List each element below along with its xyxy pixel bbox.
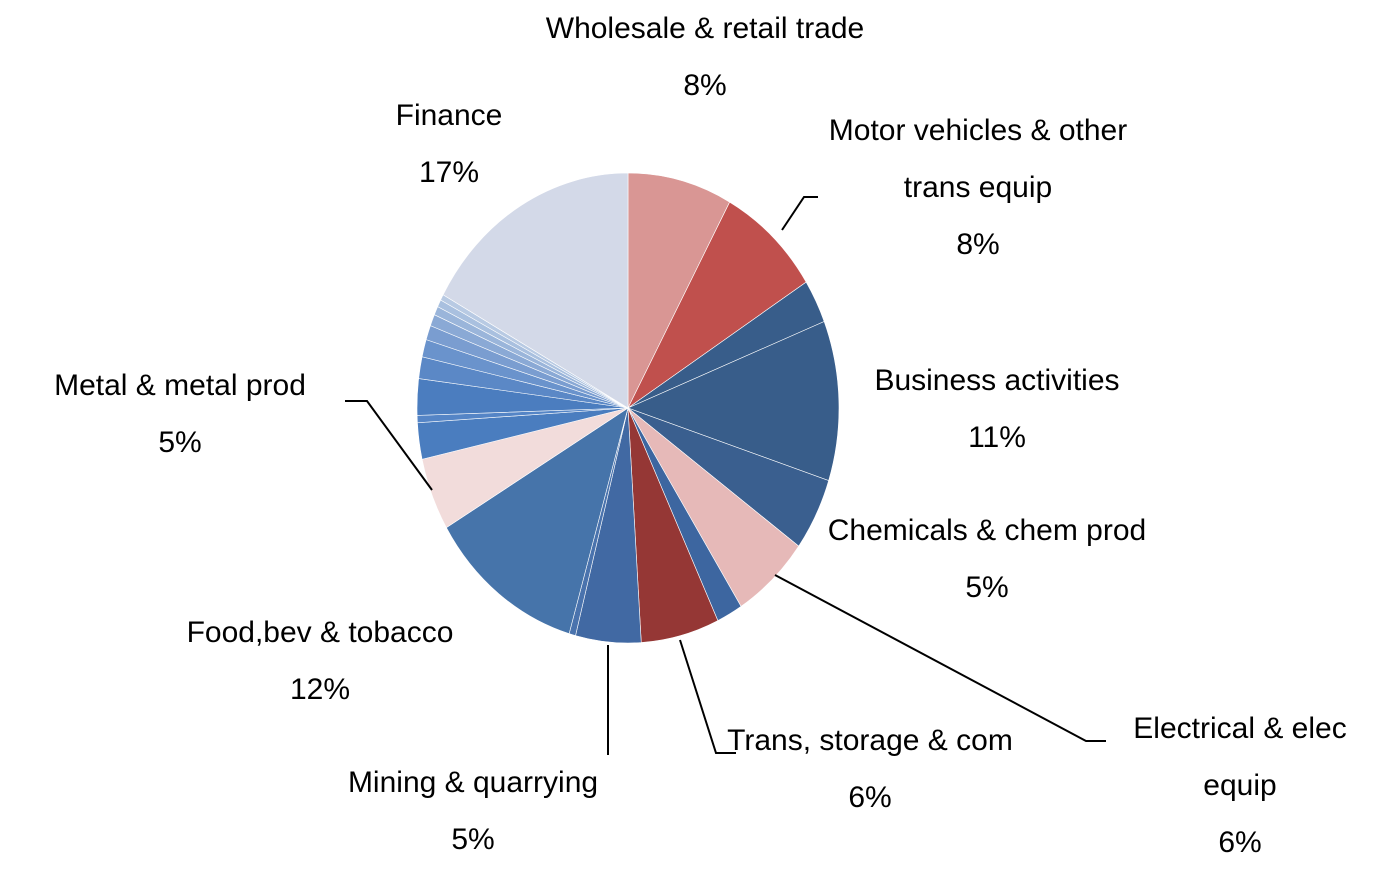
category-label: Chemicals & chem prod: [827, 514, 1147, 547]
data-label: Metal & metal prod 5%: [0, 357, 360, 471]
leader-line: [781, 196, 818, 231]
data-label: Motor vehicles & other trans equip 8%: [828, 102, 1128, 273]
value-label: 6%: [1218, 826, 1262, 859]
value-label: 11%: [968, 421, 1026, 454]
category-label: Motor vehicles & other trans equip: [828, 114, 1128, 204]
leader-line: [774, 574, 1106, 742]
leader-line: [345, 400, 433, 491]
data-label: Electrical & elec equip 6%: [1095, 700, 1385, 871]
data-label: Mining & quarrying 5%: [303, 754, 643, 868]
pie-slice: [627, 201, 807, 409]
pie-slice: [627, 172, 731, 409]
category-label: Trans, storage & com: [727, 724, 1013, 757]
category-label: Wholesale & retail trade: [545, 12, 865, 45]
data-label: Trans, storage & com 6%: [725, 712, 1015, 826]
value-label: 17%: [418, 156, 480, 189]
value-label: 8%: [956, 228, 1000, 261]
category-label: Electrical & elec equip: [1133, 712, 1347, 802]
value-label: 6%: [848, 781, 892, 814]
value-label: 8%: [683, 69, 727, 102]
value-label: 12%: [289, 673, 351, 706]
pie-slice: [627, 321, 840, 482]
value-label: 5%: [965, 571, 1009, 604]
pie: [416, 172, 840, 644]
pie-slice: [442, 172, 629, 409]
category-label: Food,bev & tobacco: [186, 616, 454, 649]
category-label: Mining & quarrying: [347, 766, 599, 799]
data-label: Wholesale & retail trade 8%: [545, 0, 865, 114]
data-label: Chemicals & chem prod 5%: [827, 502, 1147, 616]
data-label: Food,bev & tobacco 12%: [140, 604, 500, 718]
category-label: Business activities: [874, 364, 1120, 397]
category-label: Finance: [395, 99, 503, 132]
pie-slice: [445, 407, 629, 635]
data-label: Business activities 11%: [832, 352, 1162, 466]
leader-line: [679, 639, 736, 754]
category-label: Metal & metal prod: [54, 369, 306, 402]
data-label: Finance 17%: [349, 87, 549, 201]
value-label: 5%: [451, 823, 495, 856]
value-label: 5%: [158, 426, 202, 459]
